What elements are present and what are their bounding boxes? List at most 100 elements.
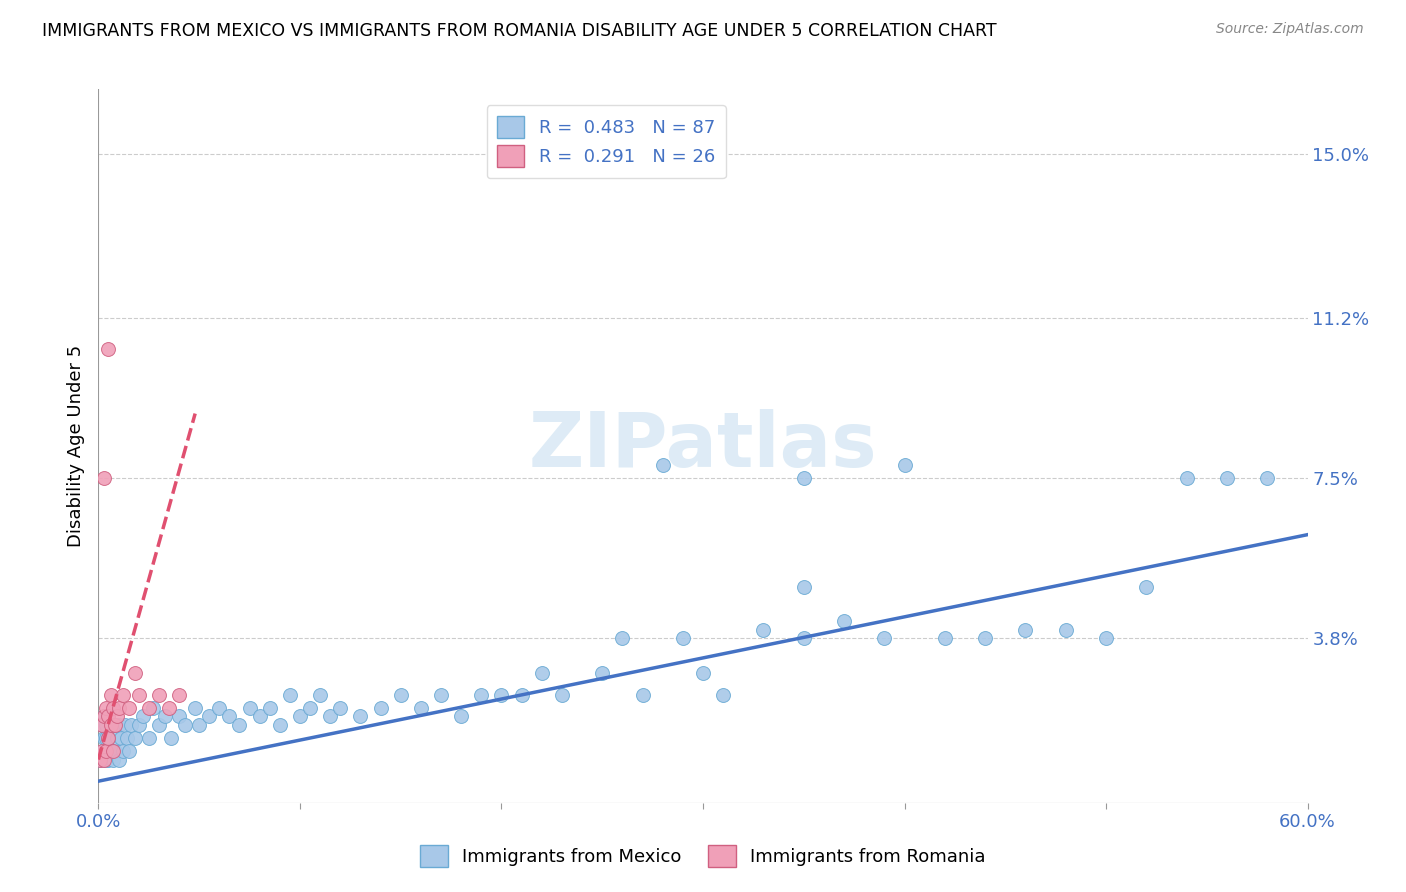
Point bbox=[893, 458, 915, 473]
Point bbox=[97, 709, 120, 723]
Point bbox=[692, 666, 714, 681]
Point bbox=[101, 700, 124, 714]
Point bbox=[97, 709, 120, 723]
Point bbox=[148, 688, 170, 702]
Point bbox=[389, 688, 412, 702]
Point bbox=[370, 700, 392, 714]
Point bbox=[259, 700, 281, 714]
Point bbox=[752, 623, 775, 637]
Point bbox=[218, 709, 240, 723]
Point bbox=[107, 718, 129, 732]
Point bbox=[138, 731, 160, 745]
Point bbox=[138, 700, 160, 714]
Point bbox=[91, 744, 114, 758]
Point bbox=[349, 709, 371, 723]
Point bbox=[430, 688, 453, 702]
Point bbox=[103, 718, 125, 732]
Text: Source: ZipAtlas.com: Source: ZipAtlas.com bbox=[1216, 22, 1364, 37]
Point bbox=[100, 718, 122, 732]
Point bbox=[299, 700, 322, 714]
Point bbox=[110, 731, 132, 745]
Point bbox=[530, 666, 553, 681]
Point bbox=[115, 731, 138, 745]
Point bbox=[91, 744, 114, 758]
Point bbox=[319, 709, 342, 723]
Point bbox=[174, 718, 197, 732]
Point bbox=[1216, 471, 1239, 485]
Point bbox=[269, 718, 291, 732]
Point bbox=[873, 632, 896, 646]
Point bbox=[89, 753, 111, 767]
Point bbox=[91, 718, 114, 732]
Point bbox=[1256, 471, 1278, 485]
Point bbox=[101, 718, 124, 732]
Point bbox=[97, 753, 120, 767]
Point bbox=[278, 688, 301, 702]
Point bbox=[111, 688, 134, 702]
Point bbox=[153, 709, 176, 723]
Point bbox=[103, 744, 125, 758]
Point bbox=[1095, 632, 1118, 646]
Point bbox=[96, 731, 118, 745]
Point bbox=[101, 753, 124, 767]
Point bbox=[93, 709, 115, 723]
Point bbox=[288, 709, 311, 723]
Point bbox=[198, 709, 221, 723]
Point bbox=[1175, 471, 1198, 485]
Point bbox=[100, 688, 122, 702]
Legend: Immigrants from Mexico, Immigrants from Romania: Immigrants from Mexico, Immigrants from … bbox=[413, 838, 993, 874]
Point bbox=[591, 666, 613, 681]
Point bbox=[93, 753, 115, 767]
Point bbox=[672, 632, 695, 646]
Point bbox=[249, 709, 271, 723]
Point bbox=[96, 718, 118, 732]
Point bbox=[100, 718, 122, 732]
Point bbox=[132, 709, 155, 723]
Point bbox=[148, 718, 170, 732]
Point bbox=[470, 688, 492, 702]
Point bbox=[491, 688, 513, 702]
Point bbox=[111, 744, 134, 758]
Point bbox=[510, 688, 533, 702]
Point bbox=[118, 744, 141, 758]
Y-axis label: Disability Age Under 5: Disability Age Under 5 bbox=[66, 345, 84, 547]
Legend: R =  0.483   N = 87, R =  0.291   N = 26: R = 0.483 N = 87, R = 0.291 N = 26 bbox=[486, 105, 725, 178]
Point bbox=[651, 458, 673, 473]
Point bbox=[105, 709, 128, 723]
Text: ZIPatlas: ZIPatlas bbox=[529, 409, 877, 483]
Point bbox=[124, 731, 146, 745]
Point bbox=[1014, 623, 1036, 637]
Point bbox=[551, 688, 574, 702]
Point bbox=[184, 700, 207, 714]
Point bbox=[118, 700, 141, 714]
Point bbox=[793, 471, 815, 485]
Point bbox=[97, 731, 120, 745]
Point bbox=[974, 632, 997, 646]
Point bbox=[329, 700, 352, 714]
Point bbox=[409, 700, 432, 714]
Point bbox=[188, 718, 211, 732]
Point bbox=[107, 700, 129, 714]
Point bbox=[97, 731, 120, 745]
Point bbox=[97, 342, 120, 356]
Point bbox=[309, 688, 332, 702]
Point bbox=[100, 744, 122, 758]
Point bbox=[228, 718, 250, 732]
Point bbox=[120, 718, 142, 732]
Point bbox=[160, 731, 183, 745]
Point bbox=[91, 718, 114, 732]
Point bbox=[1054, 623, 1077, 637]
Point bbox=[711, 688, 734, 702]
Point bbox=[124, 666, 146, 681]
Point bbox=[96, 744, 118, 758]
Point bbox=[208, 700, 231, 714]
Point bbox=[612, 632, 634, 646]
Point bbox=[157, 700, 180, 714]
Text: IMMIGRANTS FROM MEXICO VS IMMIGRANTS FROM ROMANIA DISABILITY AGE UNDER 5 CORRELA: IMMIGRANTS FROM MEXICO VS IMMIGRANTS FRO… bbox=[42, 22, 997, 40]
Point bbox=[93, 753, 115, 767]
Point bbox=[96, 700, 118, 714]
Point bbox=[128, 688, 150, 702]
Point bbox=[793, 580, 815, 594]
Point bbox=[128, 718, 150, 732]
Point bbox=[167, 709, 190, 723]
